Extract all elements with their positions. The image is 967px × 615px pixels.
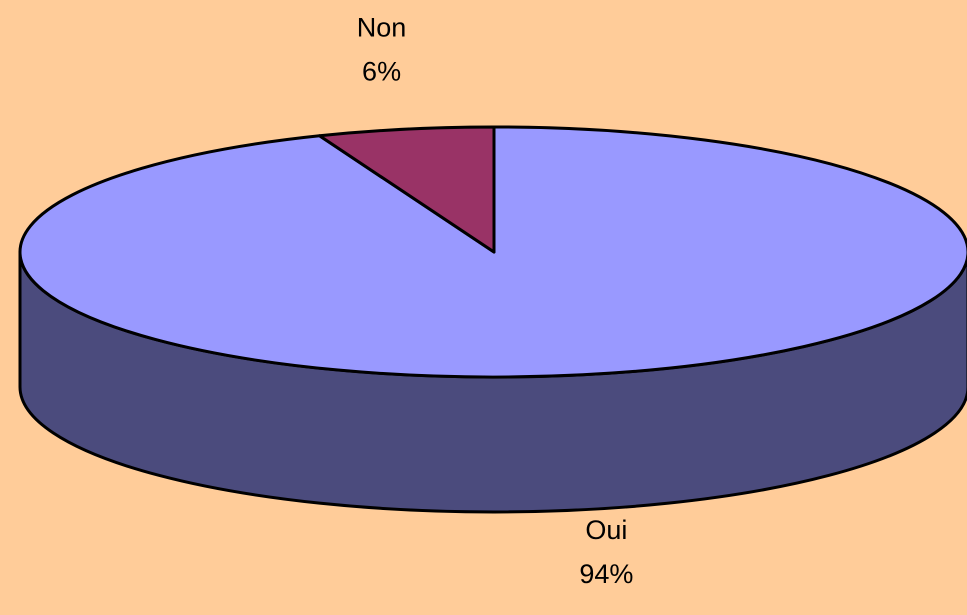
slice-value-label: 94%	[579, 559, 633, 589]
slice	[318, 125, 496, 254]
slice-label: Oui	[585, 515, 627, 545]
slice-value-label: 6%	[362, 57, 401, 87]
slice-label: Non	[357, 13, 407, 43]
